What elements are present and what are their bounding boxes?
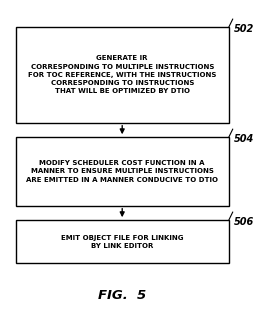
FancyBboxPatch shape	[16, 220, 229, 263]
Text: 502: 502	[234, 24, 254, 34]
Text: 506: 506	[234, 217, 254, 227]
Text: 504: 504	[234, 134, 254, 144]
FancyBboxPatch shape	[16, 137, 229, 206]
Text: EMIT OBJECT FILE FOR LINKING
BY LINK EDITOR: EMIT OBJECT FILE FOR LINKING BY LINK EDI…	[61, 234, 184, 249]
Text: FIG.  5: FIG. 5	[98, 289, 146, 301]
Text: MODIFY SCHEDULER COST FUNCTION IN A
MANNER TO ENSURE MULTIPLE INSTRUCTIONS
ARE E: MODIFY SCHEDULER COST FUNCTION IN A MANN…	[26, 160, 218, 183]
FancyBboxPatch shape	[16, 27, 229, 123]
Text: GENERATE IR
CORRESPONDING TO MULTIPLE INSTRUCTIONS
FOR TOC REFERENCE, WITH THE I: GENERATE IR CORRESPONDING TO MULTIPLE IN…	[28, 56, 216, 94]
